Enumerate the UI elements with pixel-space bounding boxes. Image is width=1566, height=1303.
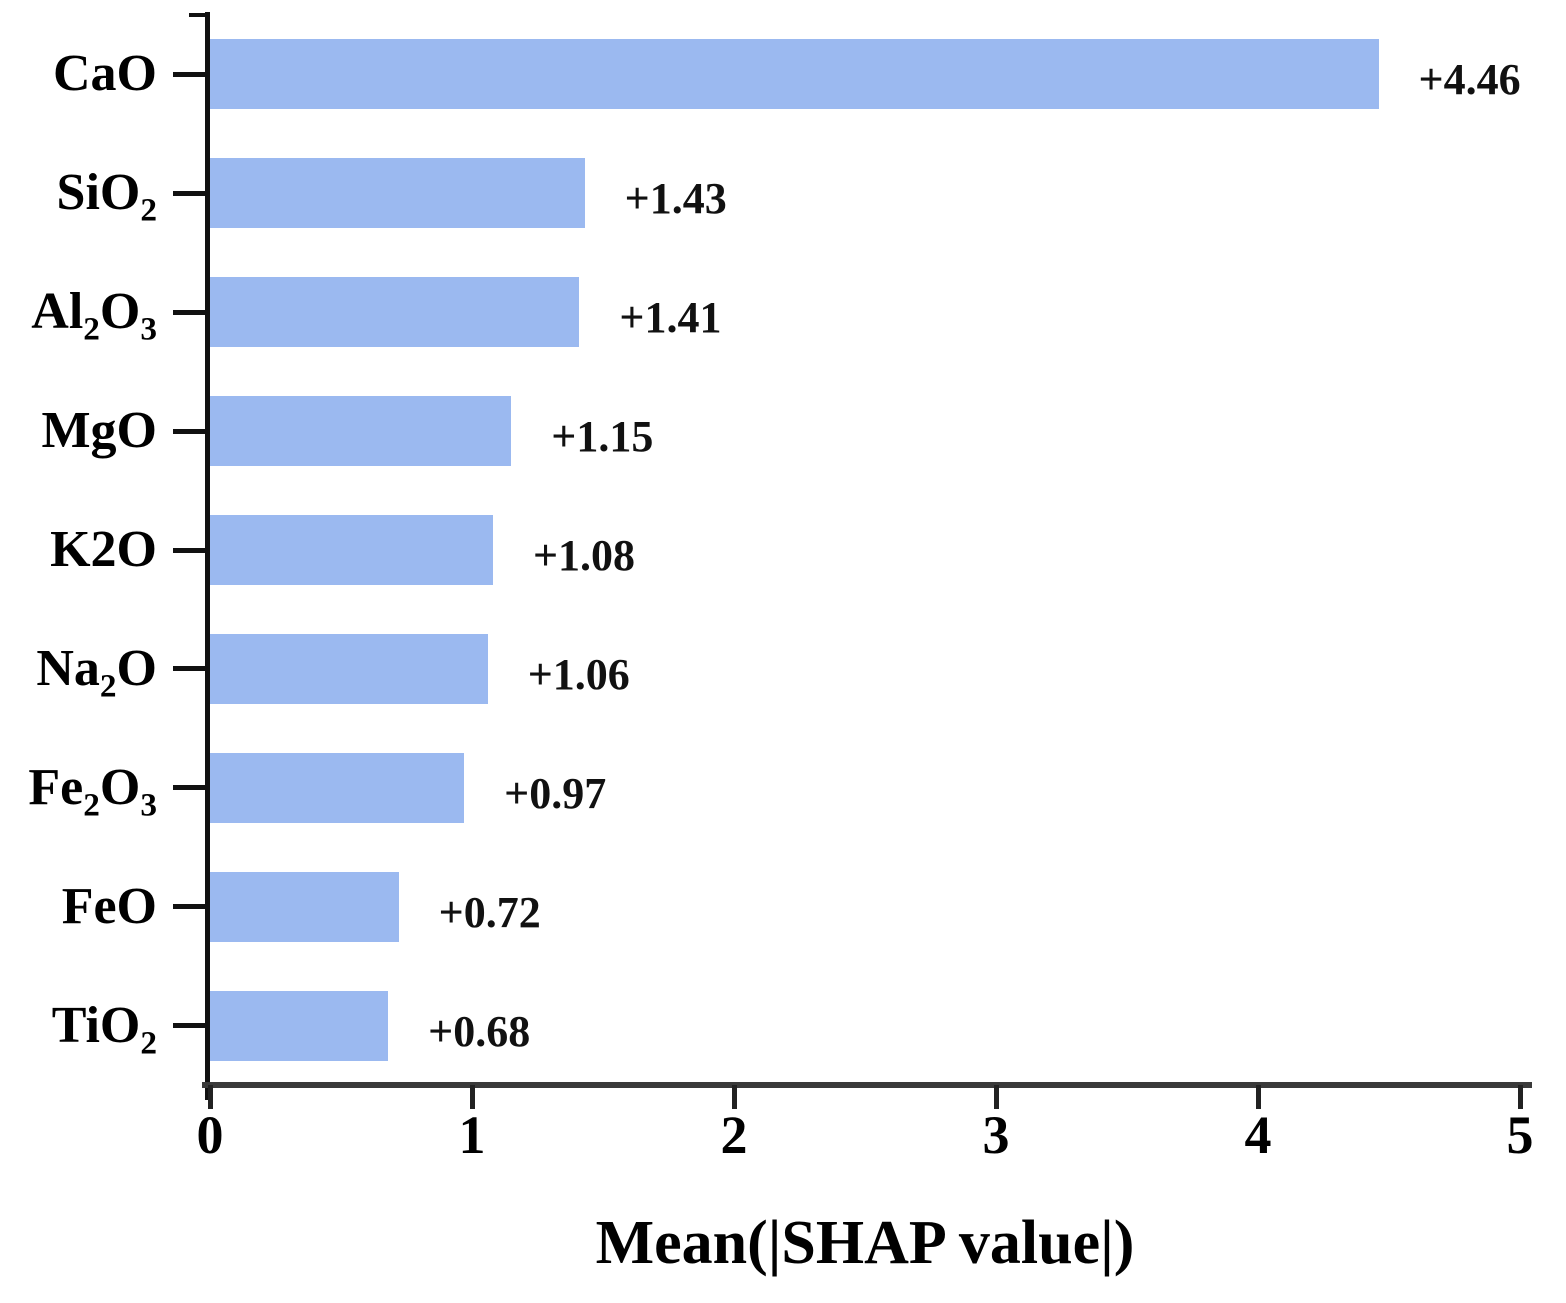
y-axis-top-tick — [189, 13, 205, 17]
y-tick — [173, 190, 205, 196]
x-tick-label: 1 — [458, 1105, 486, 1165]
category-label: TiO2 — [51, 996, 157, 1061]
bar — [210, 396, 512, 467]
bar — [210, 277, 580, 348]
value-label: +1.43 — [624, 174, 727, 224]
y-tick — [173, 785, 205, 791]
bar — [210, 633, 488, 704]
value-label: +1.08 — [532, 531, 636, 580]
category-label: CaO — [53, 45, 157, 103]
bar — [210, 515, 493, 585]
value-label: +4.46 — [1418, 55, 1521, 105]
x-axis-title: Mean(|SHAP value|) — [595, 1209, 1135, 1277]
category-label: Al2O3 — [31, 283, 157, 348]
category-label: K2O — [50, 521, 157, 578]
category-label: SiO2 — [56, 164, 157, 229]
y-tick — [173, 71, 205, 77]
category-label: Fe2O3 — [28, 758, 157, 824]
x-tick — [1517, 1085, 1523, 1109]
value-label: +0.97 — [504, 768, 607, 818]
bar — [210, 752, 465, 823]
x-tick — [993, 1085, 999, 1109]
x-tick-label: 4 — [1244, 1105, 1272, 1165]
y-tick — [173, 547, 205, 553]
y-tick — [173, 1023, 205, 1029]
bar — [210, 871, 399, 942]
y-tick — [173, 428, 205, 434]
category-label: Na2O — [36, 639, 157, 705]
y-tick — [173, 904, 205, 910]
x-tick — [1255, 1085, 1261, 1109]
x-tick-label: 0 — [196, 1105, 224, 1165]
bar — [210, 990, 389, 1061]
y-axis-spine — [205, 12, 210, 1100]
bar — [210, 158, 585, 229]
y-tick — [173, 309, 205, 315]
y-tick — [173, 666, 205, 672]
x-axis-spine — [202, 1082, 1532, 1088]
category-label: MgO — [41, 402, 157, 460]
value-label: +1.41 — [619, 293, 722, 343]
value-label: +1.15 — [551, 412, 654, 462]
bar — [210, 39, 1379, 110]
value-label: +0.68 — [428, 1006, 531, 1056]
x-tick-label: 2 — [720, 1105, 748, 1165]
x-tick — [207, 1085, 213, 1109]
category-label: FeO — [61, 877, 157, 935]
x-tick-label: 5 — [1506, 1105, 1534, 1165]
x-tick — [731, 1085, 737, 1109]
value-label: +1.06 — [527, 649, 630, 699]
x-tick — [469, 1085, 475, 1109]
value-label: +0.72 — [438, 887, 541, 937]
x-tick-label: 3 — [982, 1105, 1010, 1165]
